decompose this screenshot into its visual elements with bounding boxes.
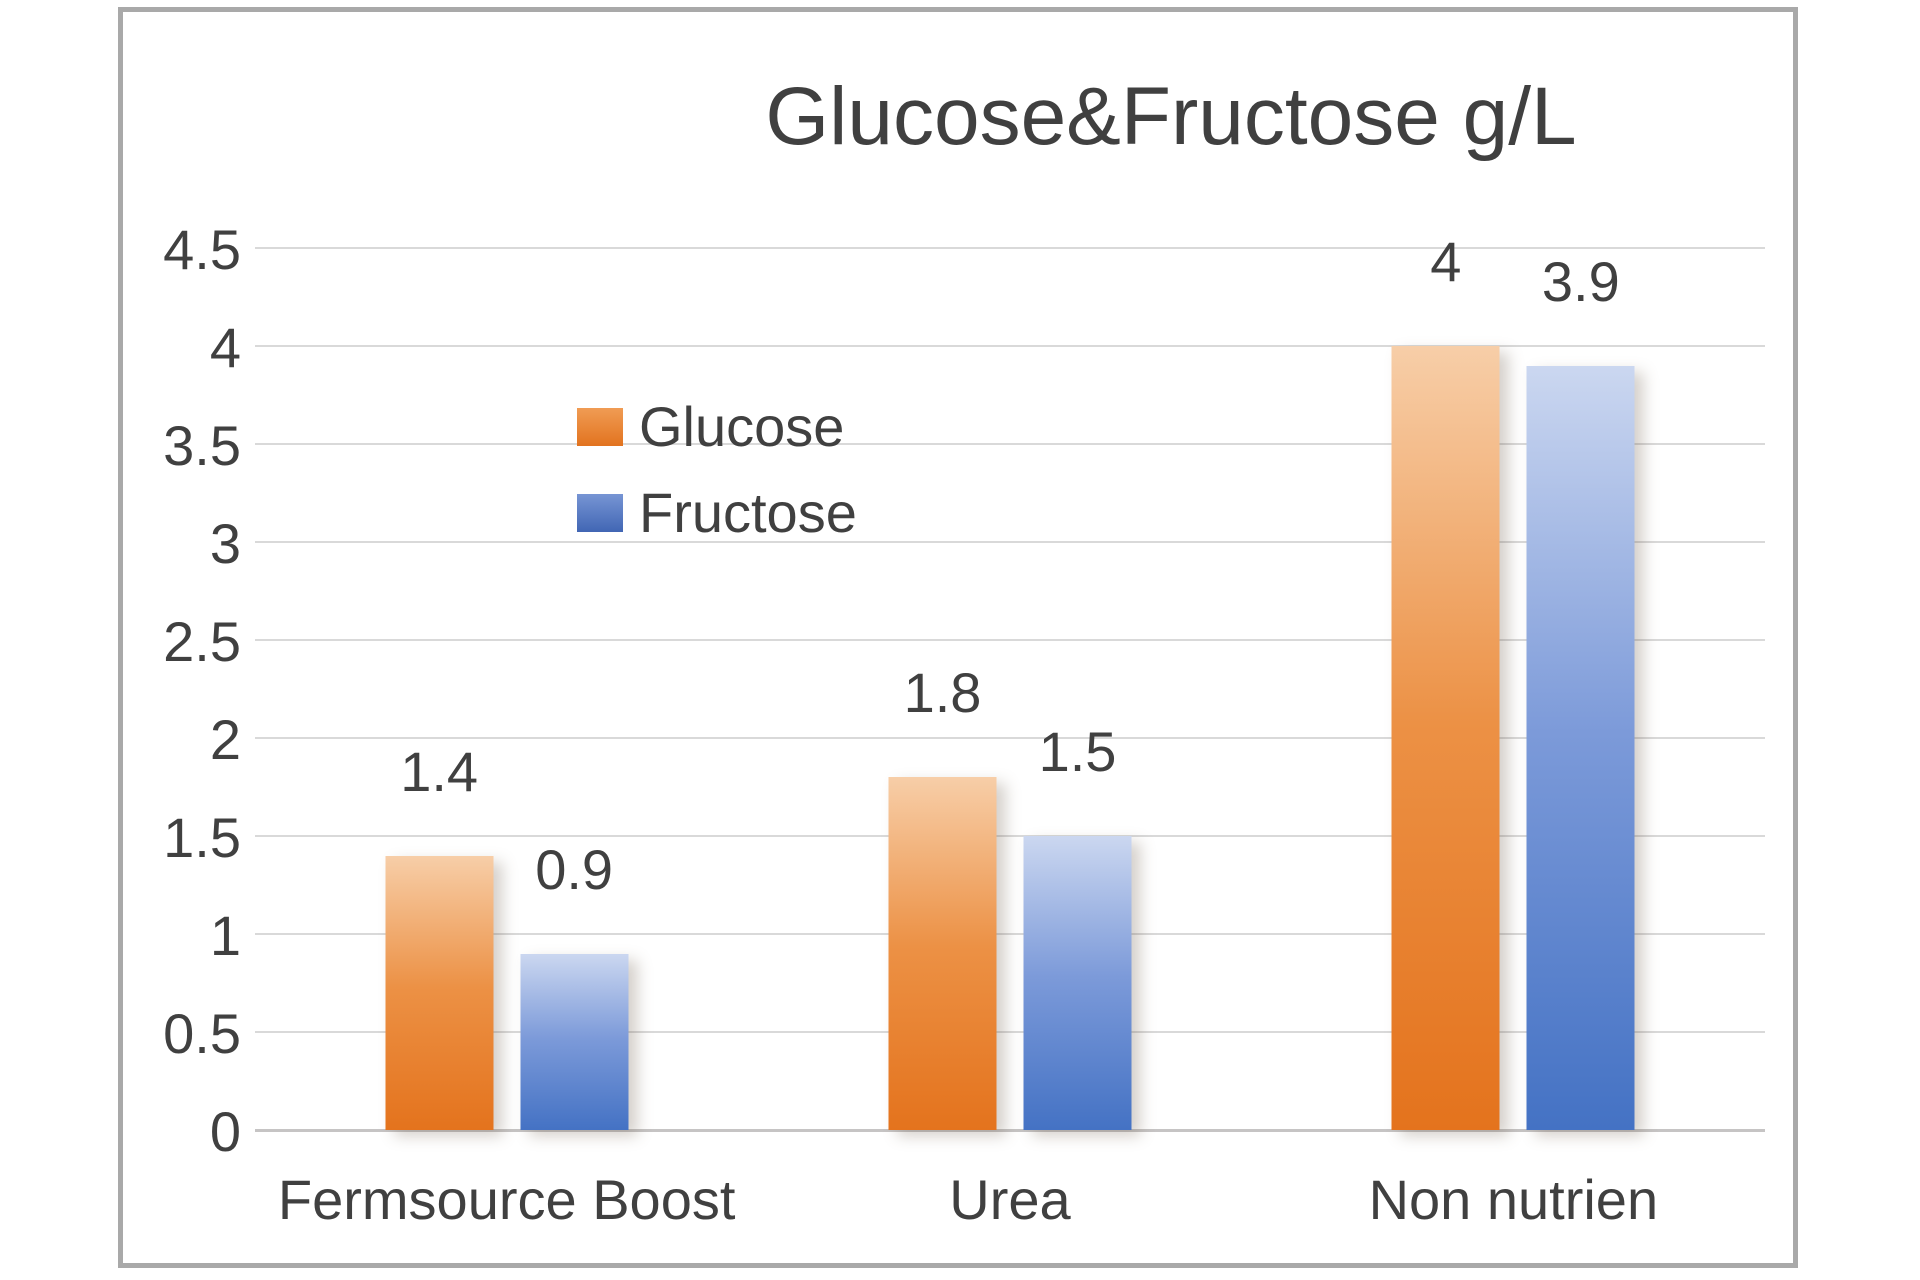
y-tick-label: 1	[209, 904, 241, 967]
legend-label: Glucose	[639, 395, 845, 458]
glucose-bar: 4	[1391, 234, 1500, 1130]
gridline	[255, 345, 1765, 347]
fructose-bar: 1.5	[1023, 724, 1132, 1130]
legend-entry: Glucose	[577, 398, 857, 456]
y-tick-label: 4	[209, 316, 241, 379]
bar-value-label: 1.8	[903, 661, 982, 724]
bar-value-label: 1.5	[1038, 720, 1117, 783]
y-tick-label: 4.5	[163, 218, 241, 281]
legend-label: Fructose	[639, 481, 857, 544]
fructose-bar: 3.9	[1526, 254, 1635, 1130]
bar-value-label: 4	[1430, 230, 1462, 293]
legend: Glucose Fructose	[577, 398, 857, 542]
bar-group: 1.4 0.9	[385, 248, 629, 1130]
chart-title: Glucose&Fructose g/L	[765, 71, 1577, 162]
fructose-bar: 0.9	[520, 842, 629, 1130]
x-category-label: Fermsource Boost	[277, 1168, 736, 1231]
bar-value-label: 1.4	[400, 740, 479, 803]
gridline	[255, 541, 1765, 543]
legend-swatch-fructose-icon	[577, 494, 623, 532]
chart-frame: Glucose&Fructose g/L 4.5 4 3.5 3 2.5 2 1.5 1 0.5…	[118, 7, 1798, 1268]
x-category-label: Urea	[949, 1168, 1071, 1231]
bar-group: 1.8 1.5	[888, 248, 1132, 1130]
y-tick-label: 0.5	[163, 1002, 241, 1065]
x-category-label: Non nutrien	[1368, 1168, 1659, 1231]
glucose-bar: 1.8	[888, 665, 997, 1130]
x-axis-line	[255, 1129, 1765, 1132]
legend-swatch-glucose-icon	[577, 408, 623, 446]
bar-value-label: 3.9	[1541, 250, 1620, 313]
y-tick-label: 3.5	[163, 414, 241, 477]
gridline	[255, 247, 1765, 249]
gridline	[255, 1031, 1765, 1033]
y-tick-label: 1.5	[163, 806, 241, 869]
gridline	[255, 443, 1765, 445]
legend-entry: Fructose	[577, 484, 857, 542]
gridline	[255, 639, 1765, 641]
y-tick-label: 2	[209, 708, 241, 771]
bar-value-label: 0.9	[535, 838, 614, 901]
y-tick-label: 0	[209, 1100, 241, 1163]
plot-area: 1.4 0.9 1.8 1.5 4 3.9 Glucose Fructose	[255, 234, 1765, 1132]
glucose-bar: 1.4	[385, 744, 494, 1130]
y-tick-label: 3	[209, 512, 241, 575]
gridline	[255, 933, 1765, 935]
gridline	[255, 737, 1765, 739]
gridline	[255, 835, 1765, 837]
y-tick-label: 2.5	[163, 610, 241, 673]
bar-group: 4 3.9	[1391, 234, 1635, 1130]
